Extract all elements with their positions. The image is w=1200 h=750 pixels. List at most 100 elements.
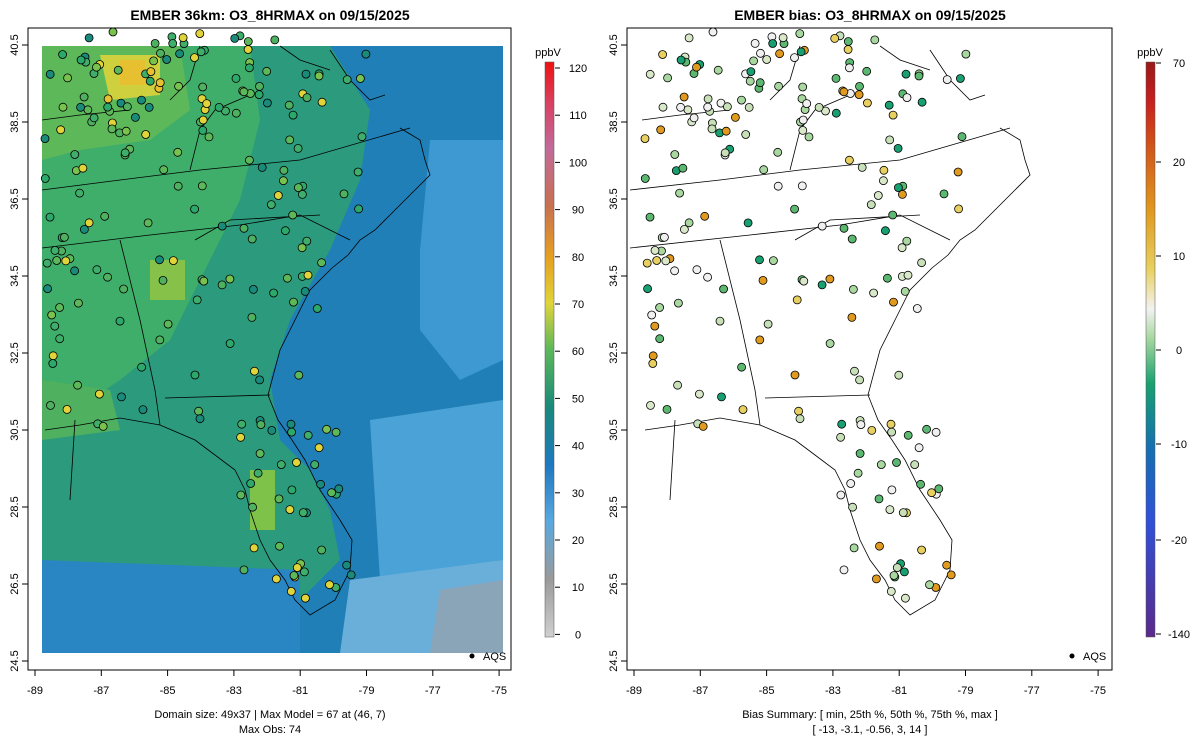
- bias-station-marker: [798, 82, 808, 92]
- station-marker: [292, 563, 302, 572]
- bias-station-marker: [763, 319, 773, 329]
- station-marker: [190, 370, 200, 380]
- bias-station-marker: [884, 100, 894, 110]
- bias-station-marker: [684, 218, 694, 228]
- station-marker: [45, 212, 55, 222]
- bias-station-marker: [790, 370, 800, 380]
- bias-station-marker: [656, 125, 666, 135]
- station-marker: [98, 421, 108, 431]
- station-marker: [303, 270, 313, 280]
- station-marker: [250, 366, 259, 376]
- bias-station-marker: [648, 351, 658, 361]
- bias-station-marker: [719, 284, 728, 294]
- station-marker: [302, 236, 312, 246]
- model-panel: EMBER 36km: O3_8HRMAX on 09/15/2025: [9, 7, 587, 736]
- station-marker: [47, 310, 57, 320]
- station-marker: [353, 167, 363, 177]
- bias-station-marker: [768, 39, 778, 48]
- station-marker: [178, 33, 188, 43]
- colorbar-tick-label: 10: [572, 582, 584, 594]
- station-marker: [60, 232, 69, 242]
- station-marker: [40, 174, 50, 183]
- bias-station-marker: [678, 163, 688, 173]
- station-marker: [231, 74, 241, 83]
- station-marker: [301, 69, 311, 79]
- station-marker: [255, 375, 265, 385]
- y-tick-label: 34.5: [9, 265, 21, 286]
- station-marker: [73, 380, 82, 390]
- station-marker: [76, 55, 86, 65]
- station-marker: [289, 297, 298, 307]
- station-marker: [246, 479, 256, 488]
- station-marker: [334, 484, 344, 494]
- station-marker: [299, 567, 309, 577]
- model-x-axis: -89 -87 -85 -83 -81 -79 -77 -75: [27, 670, 507, 697]
- station-marker: [150, 39, 160, 48]
- bias-station-marker: [645, 212, 655, 222]
- bias-station-marker: [790, 53, 799, 62]
- station-marker: [74, 298, 83, 308]
- y-tick-label: 34.5: [608, 265, 620, 286]
- station-marker: [255, 82, 264, 91]
- bias-station-marker: [749, 56, 758, 66]
- station-marker: [103, 94, 113, 104]
- bias-station-marker: [956, 74, 965, 83]
- station-marker: [113, 65, 123, 75]
- bias-station-marker: [837, 419, 847, 429]
- station-marker: [117, 392, 126, 402]
- station-marker: [158, 275, 168, 285]
- y-tick-label: 30.5: [608, 419, 620, 440]
- bias-station-marker: [903, 430, 913, 440]
- station-marker: [286, 419, 296, 429]
- bias-station-marker: [836, 432, 845, 442]
- bias-station-marker: [676, 55, 686, 65]
- station-marker: [155, 255, 164, 265]
- bias-station-marker: [889, 297, 898, 307]
- y-tick-label: 24.5: [608, 650, 620, 671]
- bias-station-marker: [640, 174, 650, 183]
- bias-station-marker: [683, 105, 693, 115]
- station-marker: [342, 75, 352, 84]
- bias-station-marker: [866, 200, 876, 210]
- bias-station-marker: [839, 87, 849, 97]
- bias-station-marker: [642, 258, 652, 268]
- bias-station-marker: [942, 560, 952, 570]
- station-marker: [231, 108, 241, 118]
- bias-station-marker: [894, 183, 903, 193]
- station-marker: [143, 218, 153, 228]
- bias-station-marker: [817, 221, 827, 231]
- bias-station-marker: [954, 204, 963, 214]
- bias-station-marker: [953, 167, 963, 177]
- bias-station-marker: [901, 593, 910, 603]
- station-marker: [50, 245, 60, 255]
- model-state-borders: [41, 45, 431, 616]
- bias-station-marker: [849, 284, 858, 294]
- y-tick-label: 36.5: [608, 188, 620, 209]
- station-marker: [89, 113, 99, 123]
- aqs-legend-marker: [469, 653, 475, 659]
- bias-station-marker: [917, 97, 927, 107]
- bias-station-marker: [846, 479, 856, 488]
- colorbar-tick-label: 10: [1173, 251, 1185, 263]
- colorbar-tick-label: 120: [569, 63, 587, 75]
- bias-station-marker: [658, 102, 668, 112]
- station-marker: [239, 87, 249, 97]
- y-tick-label: 26.5: [608, 573, 620, 594]
- station-marker: [103, 102, 113, 112]
- bias-station-marker: [830, 34, 840, 43]
- bias-station-marker: [888, 210, 898, 220]
- station-marker: [119, 284, 128, 294]
- y-tick-label: 24.5: [9, 650, 21, 671]
- station-marker: [194, 406, 204, 416]
- colorbar-tick-label: 0: [575, 629, 581, 641]
- bias-station-marker: [839, 565, 849, 575]
- bias-station-marker: [881, 226, 890, 236]
- model-field: [42, 46, 503, 653]
- station-marker: [297, 189, 307, 199]
- bias-state-borders: [629, 45, 1031, 616]
- station-marker: [141, 130, 151, 139]
- station-marker: [146, 67, 156, 76]
- bias-station-marker: [946, 570, 956, 580]
- bias-station-marker: [648, 359, 658, 368]
- station-marker: [269, 288, 279, 298]
